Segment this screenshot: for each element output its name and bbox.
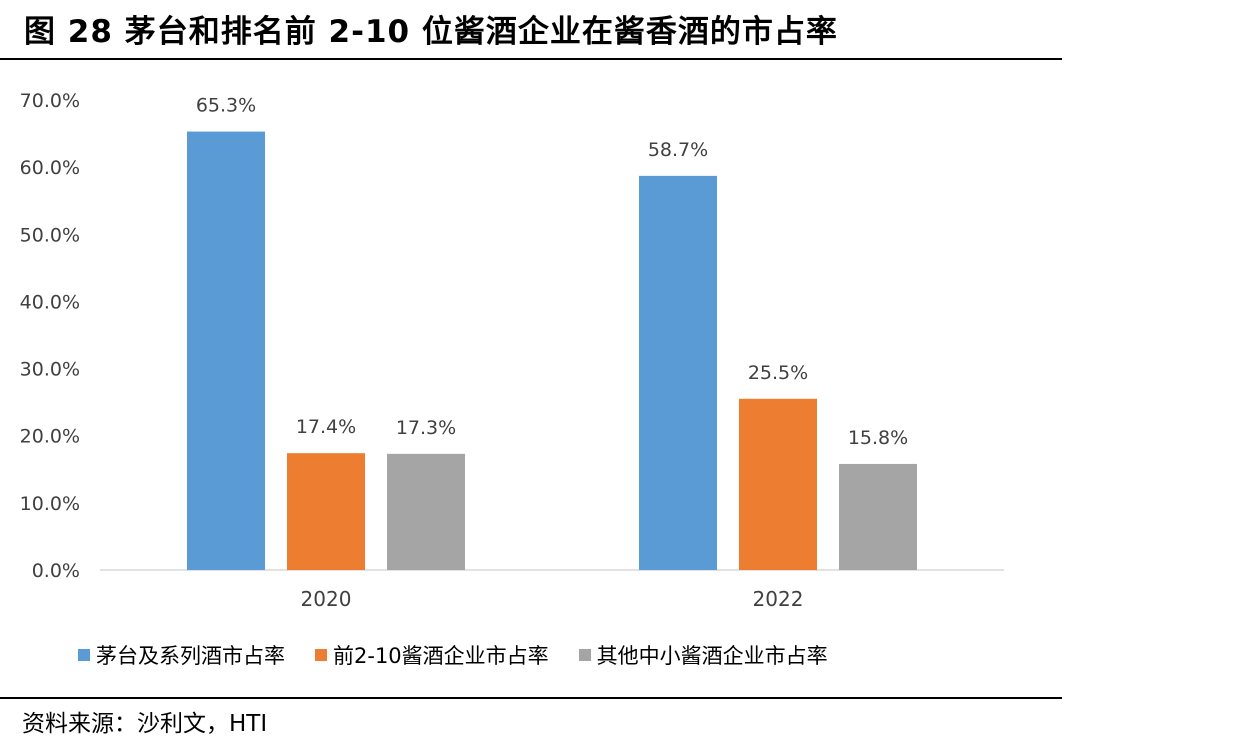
legend-item: 其他中小酱酒企业市占率 (578, 640, 828, 670)
data-label: 58.7% (648, 139, 708, 161)
legend-item: 茅台及系列酒市占率 (78, 640, 285, 670)
y-tick-label: 40.0% (20, 291, 80, 313)
data-label: 15.8% (848, 427, 908, 449)
bar (287, 453, 365, 570)
source-rule (0, 697, 1062, 699)
data-label: 17.4% (296, 416, 356, 438)
data-label: 17.3% (396, 417, 456, 439)
data-label: 65.3% (196, 95, 256, 117)
legend-item: 前2-10酱酒企业市占率 (315, 640, 549, 670)
source-note: 资料来源：沙利文，HTI (22, 711, 268, 737)
bar (639, 175, 717, 570)
legend-label: 茅台及系列酒市占率 (96, 644, 285, 668)
data-label: 25.5% (748, 362, 808, 384)
legend-label: 前2-10酱酒企业市占率 (333, 644, 549, 668)
y-tick-label: 30.0% (20, 359, 80, 381)
y-tick-label: 10.0% (20, 493, 80, 515)
chart-legend: 茅台及系列酒市占率 前2-10酱酒企业市占率 其他中小酱酒企业市占率 (78, 640, 858, 670)
y-tick-label: 70.0% (20, 90, 80, 112)
legend-swatch (315, 649, 327, 661)
y-tick-label: 20.0% (20, 426, 80, 448)
y-tick-label: 50.0% (20, 224, 80, 246)
x-tick-label: 2020 (301, 587, 352, 611)
bar-chart: 0.0% 10.0% 20.0% 30.0% 40.0% 50.0% 60.0% 70.0% 6… (20, 90, 1004, 611)
x-tick-label: 2022 (753, 587, 804, 611)
legend-label: 其他中小酱酒企业市占率 (596, 644, 828, 668)
title-rule (0, 58, 1062, 60)
bar (387, 453, 465, 570)
bar (839, 463, 917, 570)
legend-swatch (78, 649, 90, 661)
figure-title: 图 28 茅台和排名前 2-10 位酱酒企业在酱香酒的市占率 (24, 14, 838, 50)
y-tick-label: 0.0% (32, 560, 80, 582)
y-tick-label: 60.0% (20, 157, 80, 179)
bar (739, 398, 817, 570)
bar (187, 131, 265, 571)
legend-swatch (578, 649, 591, 661)
